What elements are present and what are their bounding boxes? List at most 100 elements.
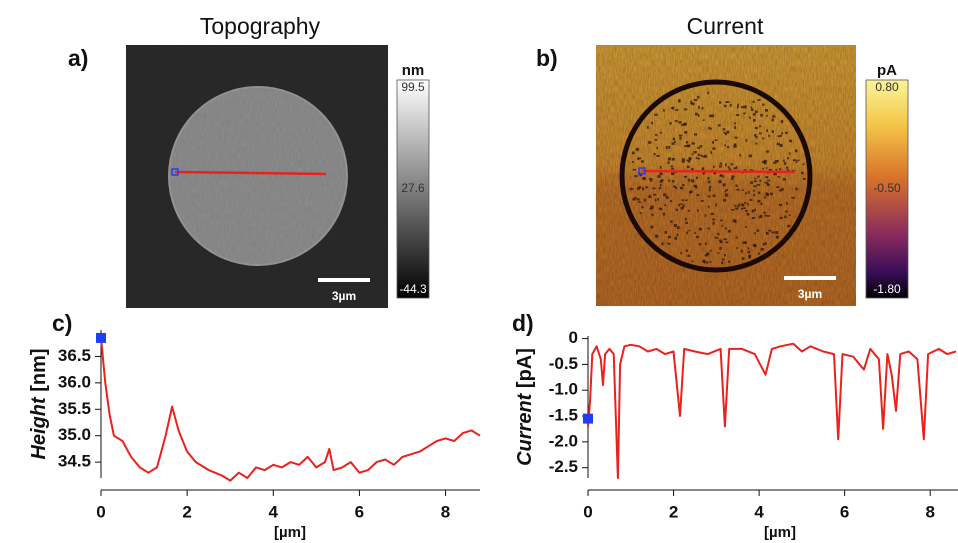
speckle [735, 236, 738, 239]
speckle [687, 254, 691, 257]
speckle [695, 185, 698, 189]
colorbar-tick-label: 27.6 [401, 181, 425, 195]
speckle [650, 205, 654, 209]
speckle [769, 192, 773, 196]
speckle [639, 212, 642, 214]
speckle [757, 99, 761, 101]
speckle [760, 202, 763, 206]
speckle [726, 145, 730, 149]
panel-label: a) [68, 45, 88, 71]
speckle [782, 178, 786, 181]
speckle [659, 179, 663, 183]
speckle [671, 172, 675, 176]
speckle [724, 253, 726, 257]
speckle [685, 141, 689, 144]
y-tick-label: 34.5 [58, 452, 91, 471]
speckle [637, 157, 642, 160]
colorbar-unit: pA [877, 62, 897, 79]
speckle [774, 160, 778, 163]
speckle [648, 141, 652, 144]
speckle [785, 131, 788, 135]
speckle [762, 103, 765, 106]
speckle [747, 191, 750, 194]
speckle [743, 207, 746, 210]
speckle [781, 132, 784, 135]
speckle [724, 104, 727, 108]
speckle [719, 246, 722, 250]
speckle [747, 247, 750, 250]
speckle [733, 144, 737, 148]
speckle [714, 139, 718, 141]
speckle [667, 242, 671, 245]
speckle [752, 243, 756, 247]
speckle [731, 175, 735, 178]
speckle [725, 132, 727, 136]
speckle [673, 224, 677, 227]
speckle [651, 121, 654, 125]
speckle [765, 150, 769, 153]
speckle [672, 185, 677, 188]
speckle [683, 175, 688, 178]
speckle [766, 183, 770, 187]
speckle [780, 134, 783, 137]
speckle [664, 204, 667, 207]
speckle [766, 215, 771, 217]
speckle [710, 151, 713, 155]
speckle [768, 168, 772, 172]
speckle [649, 178, 653, 181]
speckle [754, 177, 757, 180]
x-axis-label: [µm] [764, 524, 796, 541]
speckle [634, 175, 638, 178]
y-axis-label-unit: [pA] [514, 348, 536, 388]
scale-bar-label: 3µm [798, 287, 822, 301]
speckle [768, 135, 770, 137]
speckle [752, 113, 756, 116]
speckle [684, 217, 687, 221]
y-tick-label: 0 [569, 328, 578, 347]
speckle [765, 192, 768, 196]
speckle [697, 146, 701, 149]
speckle [697, 209, 699, 212]
y-tick-label: -2.0 [549, 431, 578, 450]
speckle [762, 243, 766, 246]
speckle [794, 149, 798, 153]
speckle [704, 154, 708, 158]
speckle [773, 161, 777, 164]
speckle [721, 258, 725, 261]
speckle [721, 261, 724, 265]
speckle [762, 160, 766, 164]
speckle [728, 168, 732, 171]
speckle [780, 188, 784, 191]
speckle [727, 229, 731, 233]
speckle [641, 187, 644, 191]
x-tick-label: 4 [269, 502, 279, 521]
speckle [752, 118, 756, 122]
speckle [649, 207, 653, 210]
speckle [777, 135, 781, 138]
speckle [788, 152, 791, 155]
speckle [698, 105, 700, 109]
speckle [659, 165, 662, 169]
speckle [716, 237, 719, 239]
speckle [755, 142, 758, 145]
data-line [587, 342, 957, 479]
speckle [665, 196, 669, 199]
speckle [699, 145, 703, 148]
speckle [704, 254, 708, 257]
speckle [684, 145, 687, 147]
speckle [709, 261, 712, 263]
speckle [787, 224, 791, 228]
cursor-marker [583, 413, 593, 424]
speckle [650, 179, 652, 182]
speckle [777, 176, 780, 178]
speckle [690, 179, 695, 183]
speckle [657, 197, 659, 201]
image-noise [596, 45, 856, 306]
speckle [641, 160, 644, 163]
speckle [750, 108, 754, 111]
speckle [694, 232, 696, 234]
speckle [715, 203, 717, 207]
speckle [749, 116, 751, 119]
scale-bar-label: 3µm [332, 289, 356, 303]
y-axis-label-name: Current [514, 392, 536, 466]
